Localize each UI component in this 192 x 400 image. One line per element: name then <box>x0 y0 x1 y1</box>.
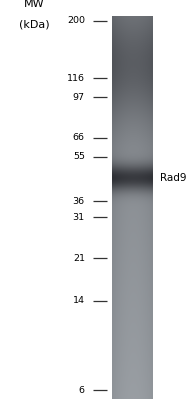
Text: 66: 66 <box>73 133 85 142</box>
Text: MW: MW <box>24 0 44 10</box>
Text: 31: 31 <box>73 213 85 222</box>
Text: 97: 97 <box>73 93 85 102</box>
Text: 14: 14 <box>73 296 85 306</box>
Text: 36: 36 <box>73 197 85 206</box>
Text: 21: 21 <box>73 254 85 263</box>
Text: 55: 55 <box>73 152 85 161</box>
Text: Rad9: Rad9 <box>160 173 186 183</box>
Text: 200: 200 <box>67 16 85 26</box>
Text: (kDa): (kDa) <box>19 20 49 30</box>
Text: 116: 116 <box>67 74 85 83</box>
Text: 6: 6 <box>79 386 85 395</box>
